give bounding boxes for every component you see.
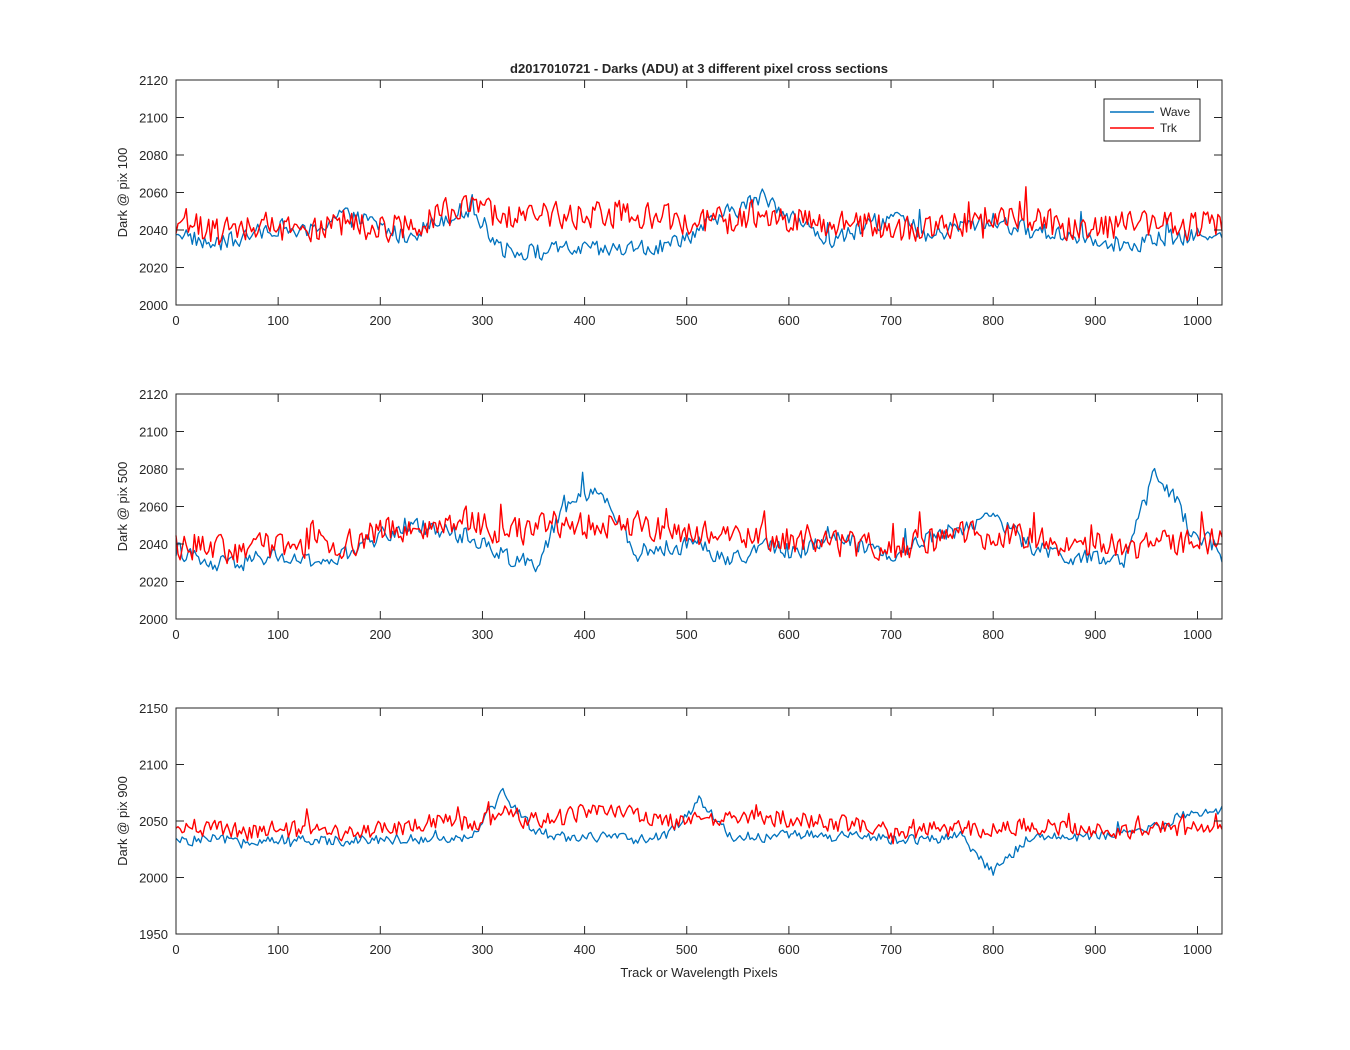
x-tick-label: 200 <box>369 313 391 328</box>
legend-label-wave: Wave <box>1160 105 1191 119</box>
y-tick-label: 2120 <box>139 387 168 402</box>
x-tick-label: 300 <box>472 627 494 642</box>
x-tick-label: 500 <box>676 627 698 642</box>
x-tick-label: 800 <box>982 313 1004 328</box>
x-tick-label: 1000 <box>1183 627 1212 642</box>
legend-box <box>1103 98 1201 142</box>
x-tick-label: 700 <box>880 313 902 328</box>
y-tick-label: 2080 <box>139 148 168 163</box>
x-tick-label: 1000 <box>1183 313 1212 328</box>
x-tick-label: 400 <box>574 942 596 957</box>
legend-label-trk: Trk <box>1160 121 1178 135</box>
y-tick-label: 2040 <box>139 537 168 552</box>
y-tick-label: 2100 <box>139 425 168 440</box>
x-tick-label: 1000 <box>1183 942 1212 957</box>
y-tick-label: 2120 <box>139 73 168 88</box>
y-tick-label: 2060 <box>139 500 168 515</box>
y-tick-label: 2100 <box>139 758 168 773</box>
y-axis-label: Dark @ pix 100 <box>115 148 130 238</box>
y-tick-label: 2000 <box>139 612 168 627</box>
y-axis-label: Dark @ pix 500 <box>115 462 130 552</box>
series-line-wave <box>175 787 1223 876</box>
x-tick-label: 100 <box>267 627 289 642</box>
figure-title: d2017010721 - Darks (ADU) at 3 different… <box>510 61 888 76</box>
x-tick-label: 300 <box>472 313 494 328</box>
plot-area <box>176 394 1222 619</box>
y-tick-label: 2050 <box>139 814 168 829</box>
x-tick-label: 500 <box>676 313 698 328</box>
x-tick-label: 700 <box>880 627 902 642</box>
x-tick-label: 400 <box>574 313 596 328</box>
x-tick-label: 600 <box>778 313 800 328</box>
y-axis-label: Dark @ pix 900 <box>115 776 130 866</box>
y-tick-label: 2100 <box>139 111 168 126</box>
x-axis-label: Track or Wavelength Pixels <box>620 965 778 980</box>
y-tick-label: 2000 <box>139 298 168 313</box>
subplot-pix-900: 0 100 200 300 400 500 600 700 800 900 1000 1950 2000… <box>115 701 1223 957</box>
y-tick-label: 2150 <box>139 701 168 716</box>
series-line-wave <box>175 467 1223 573</box>
x-tick-label: 900 <box>1084 627 1106 642</box>
series-line-trk <box>175 186 1223 246</box>
x-tick-label: 200 <box>369 942 391 957</box>
x-tick-label: 0 <box>172 313 179 328</box>
x-tick-label: 300 <box>472 942 494 957</box>
y-tick-label: 2080 <box>139 462 168 477</box>
x-tick-label: 900 <box>1084 942 1106 957</box>
x-tick-label: 600 <box>778 627 800 642</box>
y-tick-label: 2020 <box>139 575 168 590</box>
plot-area <box>176 708 1222 934</box>
subplot-pix-500: 0 100 200 300 400 500 600 700 800 900 1000 2000 2020… <box>115 387 1223 642</box>
y-tick-label: 2040 <box>139 223 168 238</box>
x-tick-label: 0 <box>172 627 179 642</box>
plot-area <box>176 80 1222 305</box>
x-tick-label: 200 <box>369 627 391 642</box>
y-tick-label: 2020 <box>139 261 168 276</box>
x-tick-label: 100 <box>267 942 289 957</box>
y-tick-label: 2000 <box>139 871 168 886</box>
x-tick-label: 800 <box>982 942 1004 957</box>
series-line-trk <box>175 503 1223 565</box>
x-tick-label: 900 <box>1084 313 1106 328</box>
x-tick-label: 400 <box>574 627 596 642</box>
legend: Wave Trk <box>1103 98 1201 142</box>
x-tick-label: 600 <box>778 942 800 957</box>
series-line-trk <box>175 801 1223 845</box>
x-tick-label: 500 <box>676 942 698 957</box>
x-tick-label: 700 <box>880 942 902 957</box>
subplot-pix-100: 0 100 200 300 400 500 600 700 800 900 1000 2000 2020… <box>115 73 1223 328</box>
x-tick-label: 0 <box>172 942 179 957</box>
y-tick-label: 1950 <box>139 927 168 942</box>
x-tick-label: 100 <box>267 313 289 328</box>
x-tick-label: 800 <box>982 627 1004 642</box>
y-tick-label: 2060 <box>139 186 168 201</box>
